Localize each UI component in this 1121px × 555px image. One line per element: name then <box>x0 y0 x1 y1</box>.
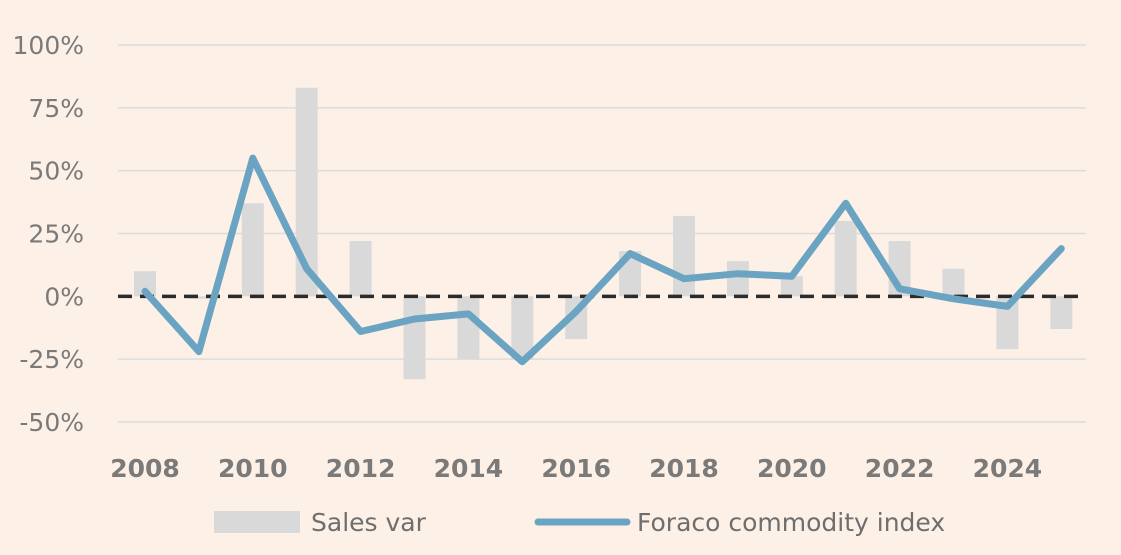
sales-var-bar <box>942 268 965 297</box>
y-axis-ticks: 100% 75% 50% 25% 0% -25% -50% <box>13 31 84 437</box>
x-tick-label: 2016 <box>541 454 611 483</box>
grid-lines <box>118 44 1086 423</box>
sales-var-bar <box>996 296 1019 350</box>
legend-bar-swatch <box>214 511 300 533</box>
legend-foraco-index: Foraco commodity index <box>637 508 945 537</box>
x-tick-label: 2022 <box>865 454 935 483</box>
sales-var-bar <box>726 261 749 297</box>
y-tick-label: 75% <box>28 94 84 123</box>
sales-var-bar <box>673 215 695 297</box>
y-tick-label: 50% <box>28 157 84 186</box>
x-axis-ticks: 2008 2010 2012 2014 2016 2018 2020 2022 2024 <box>110 454 1042 483</box>
x-tick-label: 2020 <box>757 454 827 483</box>
y-tick-label: -50% <box>19 408 84 437</box>
sales-var-bar <box>1050 296 1073 330</box>
y-tick-label: 0% <box>44 282 84 311</box>
sales-var-bar <box>780 276 803 297</box>
x-tick-label: 2012 <box>326 454 396 483</box>
sales-var-bar <box>403 296 426 380</box>
y-tick-label: 25% <box>28 220 84 249</box>
x-tick-label: 2010 <box>218 454 288 483</box>
sales-var-bar <box>241 203 264 297</box>
y-tick-label: 100% <box>13 31 84 60</box>
sales-var-bar <box>457 296 480 360</box>
sales-var-bar <box>295 87 318 297</box>
sales-var-bar <box>511 296 534 360</box>
legend: Sales var Foraco commodity index <box>214 508 945 537</box>
sales-var-bar <box>834 220 857 297</box>
y-tick-label: -25% <box>19 345 84 374</box>
x-tick-label: 2018 <box>649 454 719 483</box>
sales-var-bar <box>134 271 156 297</box>
x-tick-label: 2024 <box>973 454 1043 483</box>
sales-var-bar <box>349 241 372 297</box>
foraco-index-line <box>141 154 1065 366</box>
sales-var-bar <box>187 296 210 299</box>
x-tick-label: 2014 <box>434 454 504 483</box>
legend-sales-var: Sales var <box>311 508 427 537</box>
x-tick-label: 2008 <box>110 454 180 483</box>
